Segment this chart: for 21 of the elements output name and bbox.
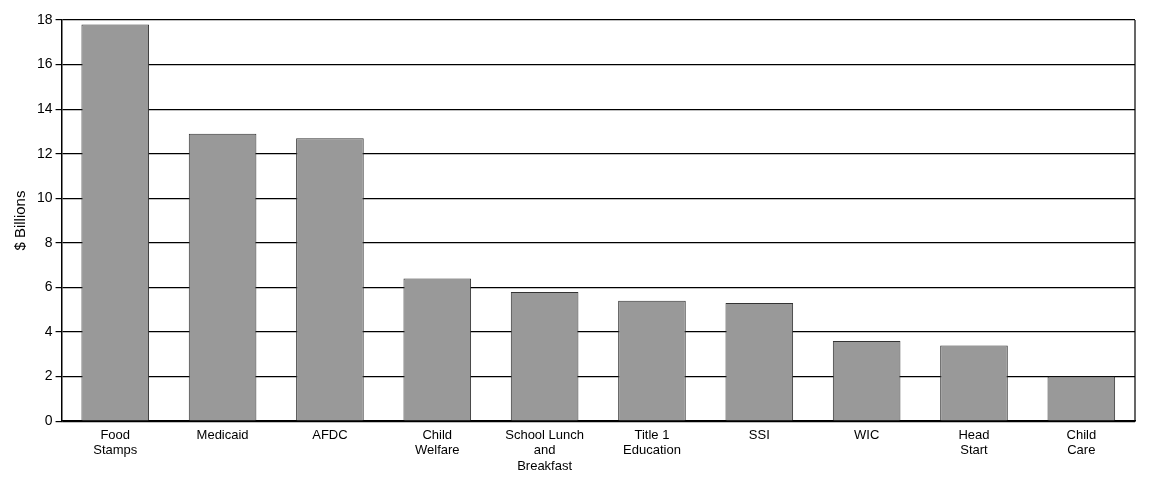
x-tick-label: Medicaid — [196, 426, 249, 442]
y-tick-label: 10 — [36, 189, 53, 206]
y-tick-label: 2 — [44, 367, 53, 384]
y-axis-title: $ Billions — [11, 190, 29, 251]
x-tick-label: AFDC — [312, 426, 348, 442]
y-tick-label: 0 — [44, 412, 53, 429]
y-tick-label: 16 — [36, 55, 53, 72]
x-tick-label: Food Stamps — [93, 426, 138, 458]
x-tick-label: Child Welfare — [414, 426, 460, 458]
y-tick-label: 6 — [44, 278, 53, 295]
y-tick-label: 8 — [44, 233, 53, 250]
x-tick-label: Title 1 Education — [623, 426, 681, 458]
y-tick-label: 18 — [36, 10, 53, 27]
y-tick-label: 12 — [36, 144, 53, 161]
y-tick-label: 4 — [44, 322, 53, 339]
x-tick-label: Child Care — [1066, 426, 1097, 458]
x-tick-label: WIC — [854, 426, 880, 442]
x-tick-label: Head Start — [958, 426, 990, 458]
x-tick-label: SSI — [748, 426, 770, 442]
y-tick-label: 14 — [36, 100, 53, 117]
x-tick-label: School Lunch and Breakfast — [505, 426, 585, 473]
